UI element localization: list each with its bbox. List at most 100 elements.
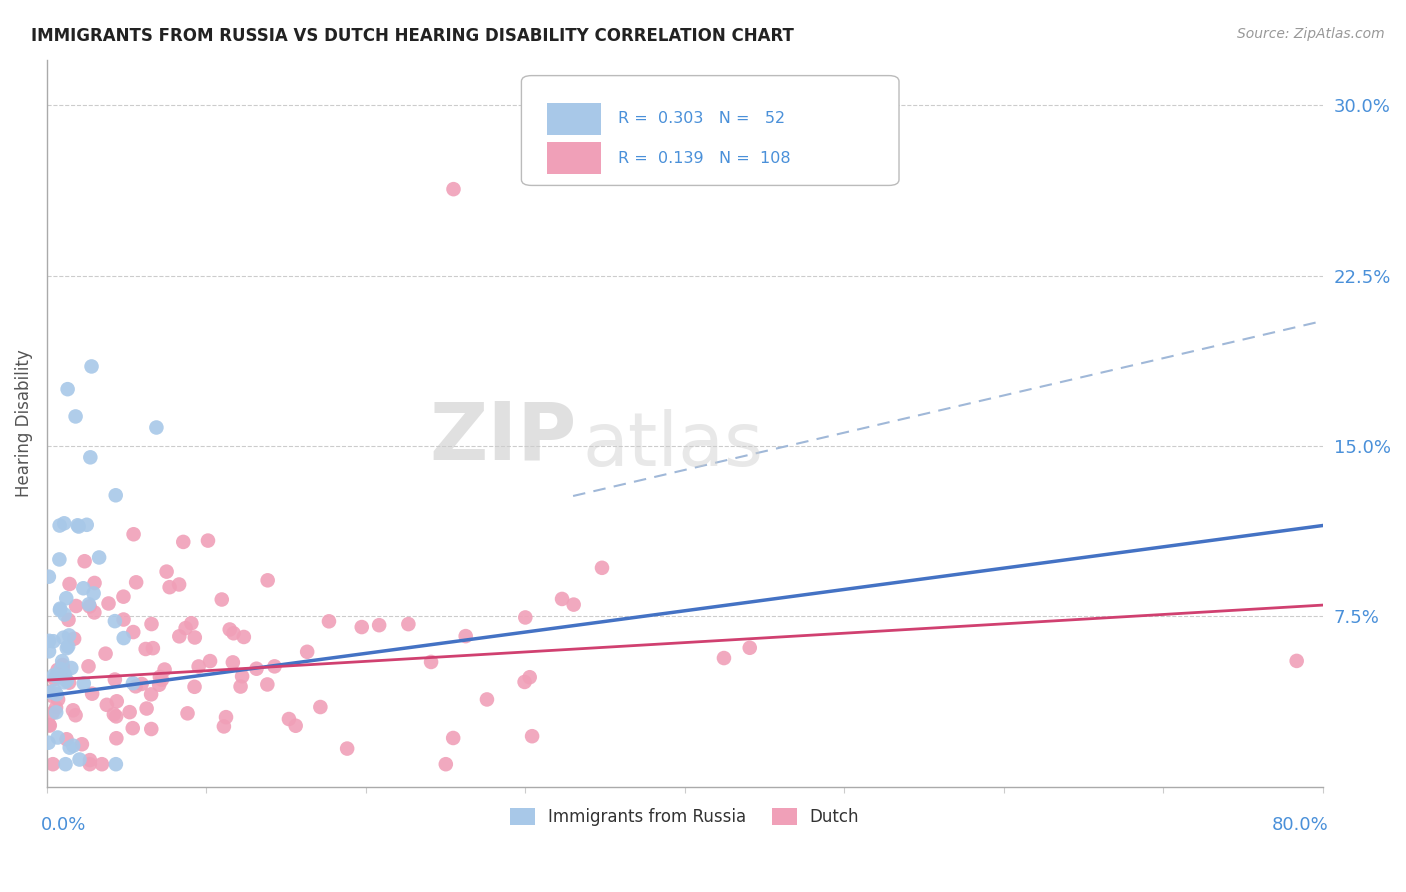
Point xyxy=(131,677,153,691)
Point xyxy=(83,606,105,620)
Point xyxy=(145,420,167,434)
Point xyxy=(79,753,101,767)
Point xyxy=(112,631,135,645)
Point xyxy=(475,692,498,706)
Point xyxy=(153,663,176,677)
Point xyxy=(58,675,80,690)
Point xyxy=(122,625,145,640)
Point xyxy=(79,599,101,614)
Point xyxy=(67,519,90,533)
Point xyxy=(176,706,198,721)
Point xyxy=(38,570,60,584)
Point xyxy=(104,757,127,772)
Point xyxy=(58,577,80,591)
Point xyxy=(73,676,96,690)
Point xyxy=(278,712,301,726)
Point xyxy=(141,617,163,632)
Bar xyxy=(547,142,600,174)
Point xyxy=(77,659,100,673)
Point xyxy=(396,617,419,632)
Point xyxy=(454,629,477,643)
Point xyxy=(169,629,191,643)
Point xyxy=(515,610,537,624)
Point xyxy=(65,409,87,424)
Point xyxy=(53,675,76,690)
Point xyxy=(198,654,221,668)
Point xyxy=(90,757,112,772)
Point xyxy=(513,675,536,690)
Point xyxy=(41,689,63,703)
Point xyxy=(44,683,66,698)
Point xyxy=(55,591,77,606)
Point xyxy=(55,757,77,772)
Point xyxy=(295,645,318,659)
Point xyxy=(65,599,87,613)
Point xyxy=(368,618,391,632)
Point xyxy=(350,620,373,634)
Point xyxy=(53,667,76,681)
Point xyxy=(41,706,63,720)
Point xyxy=(112,613,135,627)
Point xyxy=(104,488,127,502)
Point xyxy=(96,698,118,712)
Point xyxy=(420,655,443,669)
Point xyxy=(62,703,84,717)
Point xyxy=(222,656,245,670)
Point xyxy=(149,670,172,684)
Point xyxy=(42,634,65,648)
Point xyxy=(77,597,100,611)
Point xyxy=(112,590,135,604)
Point xyxy=(63,632,86,646)
Point xyxy=(197,533,219,548)
Point xyxy=(150,673,173,687)
Text: ZIP: ZIP xyxy=(429,399,576,477)
Point xyxy=(284,719,307,733)
Y-axis label: Hearing Disability: Hearing Disability xyxy=(15,350,32,497)
Point xyxy=(37,736,59,750)
Point xyxy=(336,741,359,756)
Point xyxy=(38,718,60,732)
Point xyxy=(51,654,73,668)
Point xyxy=(80,359,103,374)
Point xyxy=(51,658,73,673)
Point xyxy=(263,659,285,673)
Point xyxy=(56,640,79,654)
Point xyxy=(187,659,209,673)
Point xyxy=(104,614,127,628)
Point xyxy=(309,700,332,714)
Point xyxy=(183,680,205,694)
Point xyxy=(122,527,145,541)
Point xyxy=(105,709,128,723)
Point xyxy=(65,708,87,723)
Point xyxy=(211,592,233,607)
Point xyxy=(72,581,94,595)
Point xyxy=(232,630,254,644)
Point xyxy=(441,731,464,745)
Text: R =  0.139   N =  108: R = 0.139 N = 108 xyxy=(619,151,792,166)
Point xyxy=(56,641,79,656)
Point xyxy=(180,616,202,631)
Point xyxy=(58,628,80,642)
Point xyxy=(46,663,69,677)
Point xyxy=(49,601,72,615)
Legend: Immigrants from Russia, Dutch: Immigrants from Russia, Dutch xyxy=(503,802,866,833)
Point xyxy=(48,552,70,566)
Point xyxy=(174,621,197,635)
Text: Source: ZipAtlas.com: Source: ZipAtlas.com xyxy=(1237,27,1385,41)
Point xyxy=(38,718,60,732)
Point xyxy=(73,554,96,568)
Point xyxy=(52,660,75,674)
Point xyxy=(45,700,67,714)
Point xyxy=(59,740,82,755)
Point xyxy=(79,450,101,465)
Point xyxy=(83,586,105,600)
Point xyxy=(45,669,67,683)
Point xyxy=(37,684,59,698)
FancyBboxPatch shape xyxy=(522,76,898,186)
Point xyxy=(42,668,65,682)
Point xyxy=(519,670,541,684)
Point xyxy=(38,644,60,658)
Point xyxy=(53,607,76,622)
Point xyxy=(434,757,457,772)
Point xyxy=(49,662,72,676)
